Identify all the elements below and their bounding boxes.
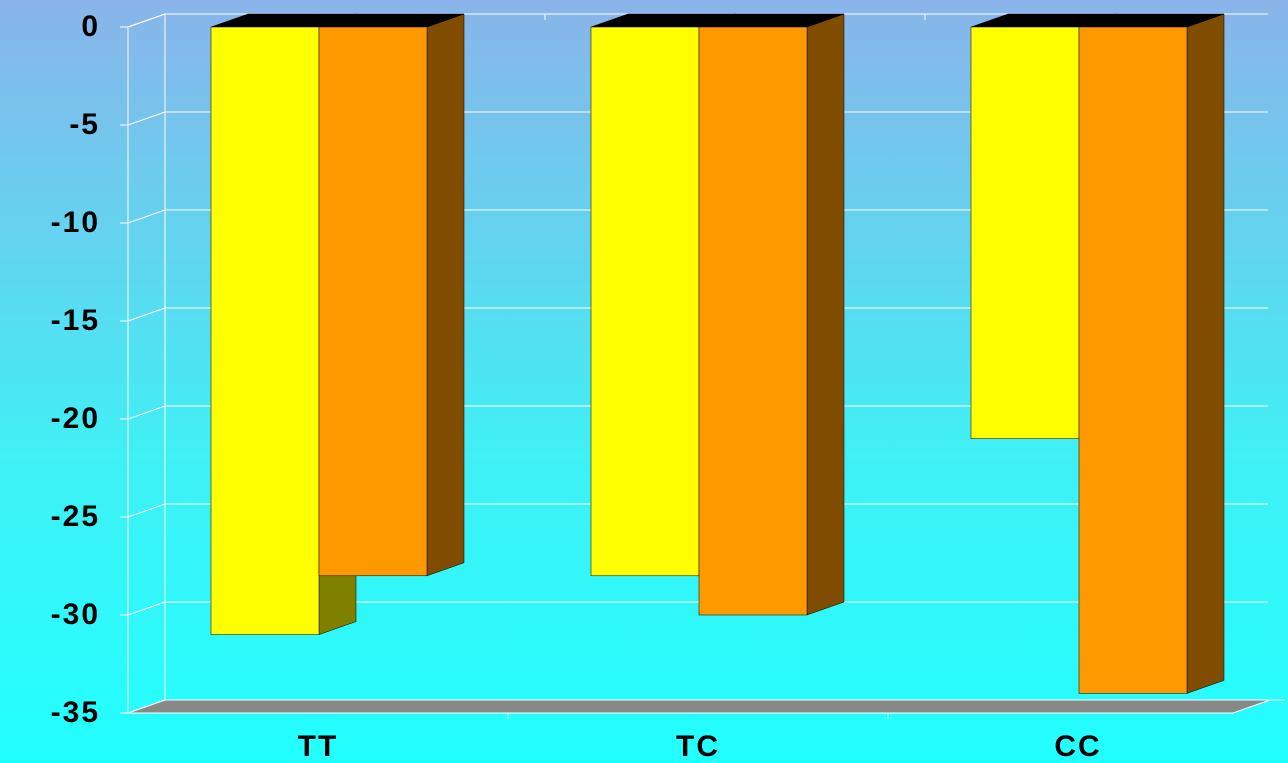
grid-line <box>127 405 1268 420</box>
bar <box>1078 26 1188 694</box>
grid-line <box>127 601 1268 616</box>
grid-line <box>127 503 1268 518</box>
y-tick-label: -5 <box>69 108 100 141</box>
floor <box>127 699 1271 714</box>
grid-line <box>127 307 1268 322</box>
bar <box>318 26 428 577</box>
grid-line <box>127 111 1268 126</box>
grid-line <box>127 699 1268 714</box>
bar-side <box>806 13 845 616</box>
y-tick-label: -10 <box>51 206 100 239</box>
bar <box>590 26 700 577</box>
y-tick-label: -15 <box>51 304 100 337</box>
bar <box>210 26 320 635</box>
y-tick-label: -35 <box>51 696 100 729</box>
grid-line <box>127 209 1268 224</box>
y-tick-label: -20 <box>51 402 100 435</box>
y-tick-label: -25 <box>51 500 100 533</box>
bar <box>698 26 808 616</box>
bar <box>970 26 1080 439</box>
y-tick-label: 0 <box>81 10 100 43</box>
bar-side <box>1186 13 1225 694</box>
x-tick-label: TT <box>298 730 339 763</box>
bar-side <box>426 13 465 577</box>
y-tick-label: -30 <box>51 598 100 631</box>
x-tick-label: CC <box>1054 730 1101 763</box>
grid-line <box>127 13 1268 28</box>
x-tick-label: TC <box>676 730 720 763</box>
